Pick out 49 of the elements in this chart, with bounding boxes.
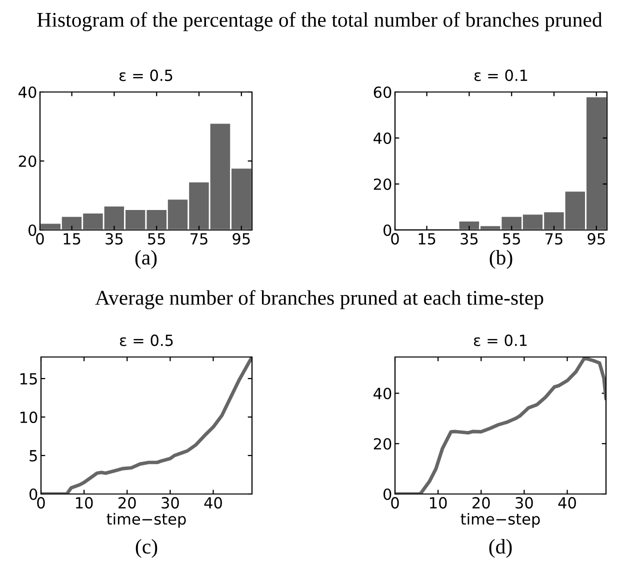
x-tick-label: 20 bbox=[472, 497, 490, 509]
x-tick-label: 20 bbox=[118, 497, 136, 509]
text: Histogram of the percentage of the total number of branches pruned bbox=[37, 12, 602, 32]
x-axis-title: time−step bbox=[460, 512, 540, 528]
text: (d) bbox=[489, 539, 512, 558]
text: (b) bbox=[490, 250, 512, 269]
x-tick-label: 30 bbox=[162, 497, 179, 509]
x-tick-label: 30 bbox=[516, 497, 533, 509]
y-tick-label: 0 bbox=[384, 488, 392, 500]
x-tick-label: 40 bbox=[204, 497, 222, 509]
y-tick-label: 10 bbox=[20, 412, 38, 424]
x-tick-label: 95 bbox=[232, 233, 250, 245]
line-series bbox=[395, 357, 606, 494]
y-tick-label: 60 bbox=[374, 86, 392, 98]
x-tick-label: 55 bbox=[148, 233, 165, 245]
chart-title: ε = 0.5 bbox=[119, 70, 172, 82]
x-tick-label: 35 bbox=[460, 233, 478, 245]
y-tick-label: 20 bbox=[374, 438, 392, 450]
x-tick-label: 75 bbox=[546, 233, 562, 245]
x-tick-label: 0 bbox=[391, 497, 399, 509]
y-tick-label: 5 bbox=[30, 450, 37, 462]
y-tick-label: 40 bbox=[374, 388, 392, 400]
x-tick-label: 40 bbox=[558, 497, 576, 509]
x-tick-label: 10 bbox=[76, 497, 93, 509]
x-tick-label: 95 bbox=[588, 233, 605, 245]
y-tick-label: 0 bbox=[384, 224, 392, 236]
text: Average number of branches pruned at each time-step bbox=[95, 290, 544, 310]
chart-title: ε = 0.1 bbox=[474, 70, 528, 82]
y-tick-label: 20 bbox=[18, 155, 36, 168]
chart-title: ε = 0.1 bbox=[474, 334, 527, 346]
line-series bbox=[41, 357, 252, 494]
x-axis-title: time−step bbox=[106, 512, 186, 528]
y-tick-label: 0 bbox=[30, 488, 38, 500]
x-tick-label: 55 bbox=[503, 233, 520, 245]
y-tick-label: 0 bbox=[28, 224, 36, 236]
text: (a) bbox=[135, 250, 157, 269]
x-tick-label: 75 bbox=[190, 233, 208, 245]
y-tick-label: 40 bbox=[374, 132, 392, 144]
y-tick-label: 15 bbox=[20, 373, 37, 385]
x-tick-label: 10 bbox=[430, 497, 447, 509]
x-tick-label: 0 bbox=[391, 233, 399, 245]
x-tick-label: 15 bbox=[418, 233, 436, 245]
x-tick-label: 0 bbox=[37, 497, 45, 509]
x-tick-label: 15 bbox=[64, 233, 80, 245]
y-tick-label: 20 bbox=[374, 178, 392, 190]
chart-title: ε = 0.5 bbox=[120, 334, 173, 346]
text: (c) bbox=[136, 539, 158, 558]
x-tick-label: 35 bbox=[106, 233, 123, 245]
y-tick-label: 40 bbox=[18, 86, 36, 98]
